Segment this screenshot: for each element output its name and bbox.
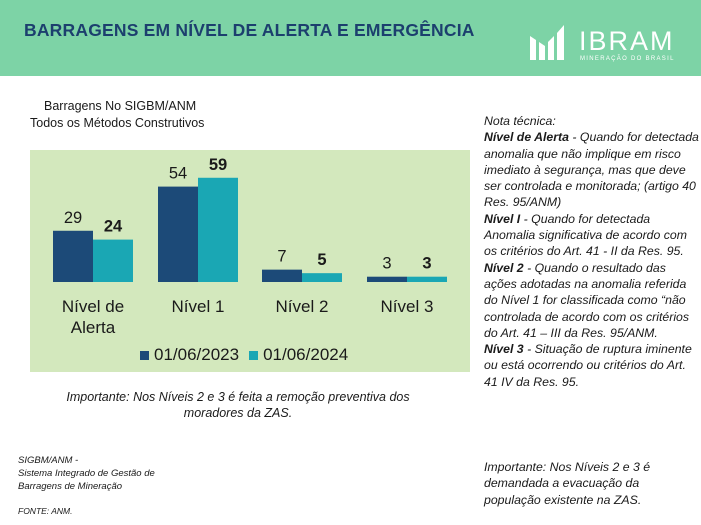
source-line-3: Barragens de Mineração — [18, 481, 123, 492]
category-label-2: Nível 2 — [276, 297, 329, 316]
legend-swatch-2024 — [249, 350, 259, 360]
chart-subtitle-line-2: Todos os Métodos Construtivos — [30, 116, 205, 130]
page-title: BARRAGENS EM NÍVEL DE ALERTA E EMERGÊNCI… — [24, 20, 475, 40]
chart-area: 29 24 Nível de Alerta 54 59 Nível 1 7 5 Nível 2 3 3… — [30, 150, 470, 372]
bar-2023-2 — [262, 269, 302, 282]
bar-2024-3 — [407, 276, 447, 282]
data-label-2023-3: 3 — [382, 255, 391, 273]
bar-2023-3 — [367, 276, 407, 282]
bar-2024-2 — [302, 273, 342, 282]
data-label-2023-1: 54 — [169, 165, 187, 183]
chart-legend: 01/06/2023 01/06/2024 — [140, 345, 358, 365]
data-label-2024-0: 24 — [104, 218, 123, 236]
legend-item-2023: 01/06/2023 — [140, 345, 239, 365]
note-text: - Quando o resultado das ações adotadas … — [484, 260, 690, 340]
source-line-1: SIGBM/ANM - — [18, 455, 79, 466]
category-label-0: Alerta — [71, 318, 116, 337]
bar-2024-1 — [198, 177, 238, 282]
note-text: - Quando for detectada Anomalia signific… — [484, 211, 688, 259]
bar-chart: 29 24 Nível de Alerta 54 59 Nível 1 7 5 Nível 2 3 3… — [53, 156, 447, 337]
bar-2023-0 — [53, 230, 93, 282]
note-term: Nível 2 — [484, 260, 524, 275]
data-label-2024-2: 5 — [317, 251, 326, 269]
notes-heading: Nota técnica: — [484, 114, 556, 128]
important-note-right: Importante: Nos Níveis 2 e 3 é demandada… — [484, 460, 651, 507]
data-label-2024-3: 3 — [422, 255, 431, 273]
note-text: - Situação de ruptura iminente ou está o… — [484, 342, 692, 389]
note-term: Nível 3 — [484, 342, 524, 357]
note-text: - Quando for detectada anomalia que não … — [484, 130, 699, 210]
note-item: Nível 3 - Situação de ruptura iminente o… — [484, 341, 699, 390]
important-note-left: Importante: Nos Níveis 2 e 3 é feita a r… — [66, 390, 410, 420]
legend-swatch-2023 — [140, 350, 149, 360]
legend-item-2024: 01/06/2024 — [249, 345, 348, 365]
note-term: Nível de Alerta — [484, 130, 569, 145]
bar-2023-1 — [158, 186, 198, 282]
category-label-3: Nível 3 — [381, 297, 434, 316]
category-label-0: Nível de — [62, 297, 124, 316]
source-line-2: Sistema Integrado de Gestão de — [18, 468, 155, 479]
chart-subtitle-line-1: Barragens No SIGBM/ANM — [44, 99, 197, 113]
ibram-logo-icon — [530, 25, 564, 60]
technical-notes: Nota técnica: Nível de Alerta - Quando f… — [484, 113, 699, 390]
note-item: Nível 2 - Quando o resultado das ações a… — [484, 260, 699, 341]
bar-2024-0 — [93, 239, 133, 282]
note-item: Nível de Alerta - Quando for detectada a… — [484, 129, 699, 210]
data-label-2023-2: 7 — [277, 248, 286, 266]
header-banner: BARRAGENS EM NÍVEL DE ALERTA E EMERGÊNCI… — [0, 0, 701, 76]
category-label-1: Nível 1 — [172, 297, 225, 316]
legend-label-2024: 01/06/2024 — [263, 345, 349, 364]
source-block: SIGBM/ANM - Sistema Integrado de Gestão … — [18, 454, 155, 493]
legend-label-2023: 01/06/2023 — [154, 345, 240, 364]
ibram-logo-text: IBRAM — [579, 26, 675, 56]
source-fonte: FONTE: ANM. — [18, 506, 73, 516]
note-item: Nível I - Quando for detectada Anomalia … — [484, 211, 699, 260]
data-label-2024-1: 59 — [209, 156, 227, 174]
note-term: Nível I — [484, 211, 521, 226]
data-label-2023-0: 29 — [64, 209, 82, 227]
ibram-logo-subtext: MINERAÇÃO DO BRASIL — [580, 56, 675, 62]
